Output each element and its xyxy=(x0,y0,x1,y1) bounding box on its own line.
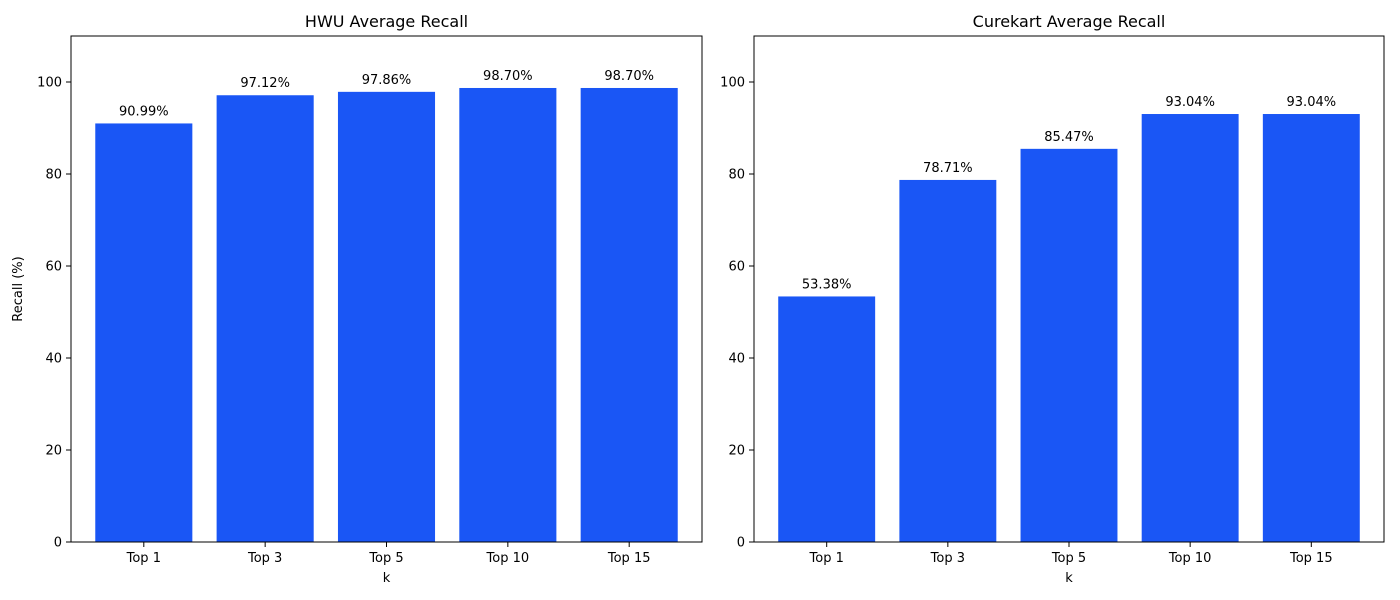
data-label-2: 97.86% xyxy=(362,73,412,88)
x-tick-label-4: Top 15 xyxy=(607,551,651,566)
tick-group: Top 1 Top 3 Top 5 Top 10 Top 15 0 20 40 60 80 100 xyxy=(720,76,1332,567)
x-tick-label-1: Top 3 xyxy=(930,551,965,566)
x-tick-label-3: Top 10 xyxy=(486,551,530,566)
y-tick-label-5: 100 xyxy=(720,76,745,91)
data-label-1: 97.12% xyxy=(240,76,290,91)
data-label-3: 98.70% xyxy=(483,69,533,84)
bar-4 xyxy=(1262,114,1360,543)
bar-3 xyxy=(459,87,557,542)
y-tick-label-2: 40 xyxy=(45,352,62,367)
plot-frame xyxy=(753,35,1385,543)
data-label-4: 93.04% xyxy=(1287,95,1337,110)
data-label-group: 53.38% 78.71% 85.47% 93.04% 93.04% xyxy=(802,95,1336,292)
y-tick-label-5: 100 xyxy=(37,76,62,91)
bar-0 xyxy=(95,123,193,543)
bar-2 xyxy=(337,91,436,543)
x-axis-label: k xyxy=(1065,571,1073,586)
y-tick-label-0: 0 xyxy=(54,536,62,551)
data-label-0: 53.38% xyxy=(802,277,852,292)
chart-title: HWU Average Recall xyxy=(305,12,468,31)
x-tick-label-3: Top 10 xyxy=(1168,551,1212,566)
data-label-1: 78.71% xyxy=(923,161,973,176)
bar-0 xyxy=(778,296,876,542)
x-tick-label-0: Top 1 xyxy=(126,551,161,566)
plot-frame xyxy=(70,35,703,543)
chart-hwu: HWU Average Recall k Recall (%) Top 1 Top… xyxy=(11,12,703,586)
data-label-3: 93.04% xyxy=(1165,95,1215,110)
x-tick-label-2: Top 5 xyxy=(368,551,403,566)
data-label-0: 90.99% xyxy=(119,104,169,119)
y-tick-label-4: 80 xyxy=(728,168,745,183)
bar-group xyxy=(778,114,1360,543)
bar-3 xyxy=(1141,114,1239,543)
x-axis-label: k xyxy=(383,571,391,586)
bar-group xyxy=(95,87,678,543)
y-tick-label-1: 20 xyxy=(45,444,62,459)
chart-curekart: Curekart Average Recall k Top 1 Top 3 Top … xyxy=(720,12,1385,586)
x-tick-label-2: Top 5 xyxy=(1051,551,1086,566)
tick-group: Top 1 Top 3 Top 5 Top 10 Top 15 0 20 40 60 80 100 xyxy=(37,76,650,567)
chart-title: Curekart Average Recall xyxy=(973,12,1166,31)
bar-4 xyxy=(580,87,678,542)
data-label-2: 85.47% xyxy=(1044,130,1094,145)
x-tick-label-1: Top 3 xyxy=(247,551,282,566)
x-tick-label-4: Top 15 xyxy=(1289,551,1333,566)
y-tick-label-4: 80 xyxy=(45,168,62,183)
y-tick-label-1: 20 xyxy=(728,444,745,459)
bar-1 xyxy=(216,95,314,543)
x-tick-label-0: Top 1 xyxy=(809,551,844,566)
y-tick-label-3: 60 xyxy=(45,260,62,275)
y-tick-label-3: 60 xyxy=(728,260,745,275)
bar-2 xyxy=(1020,148,1118,542)
y-tick-label-2: 40 xyxy=(728,352,745,367)
data-label-group: 90.99% 97.12% 97.86% 98.70% 98.70% xyxy=(119,69,654,119)
y-axis-label: Recall (%) xyxy=(11,256,26,321)
y-tick-label-0: 0 xyxy=(737,536,745,551)
data-label-4: 98.70% xyxy=(604,69,654,84)
bar-1 xyxy=(899,179,997,542)
